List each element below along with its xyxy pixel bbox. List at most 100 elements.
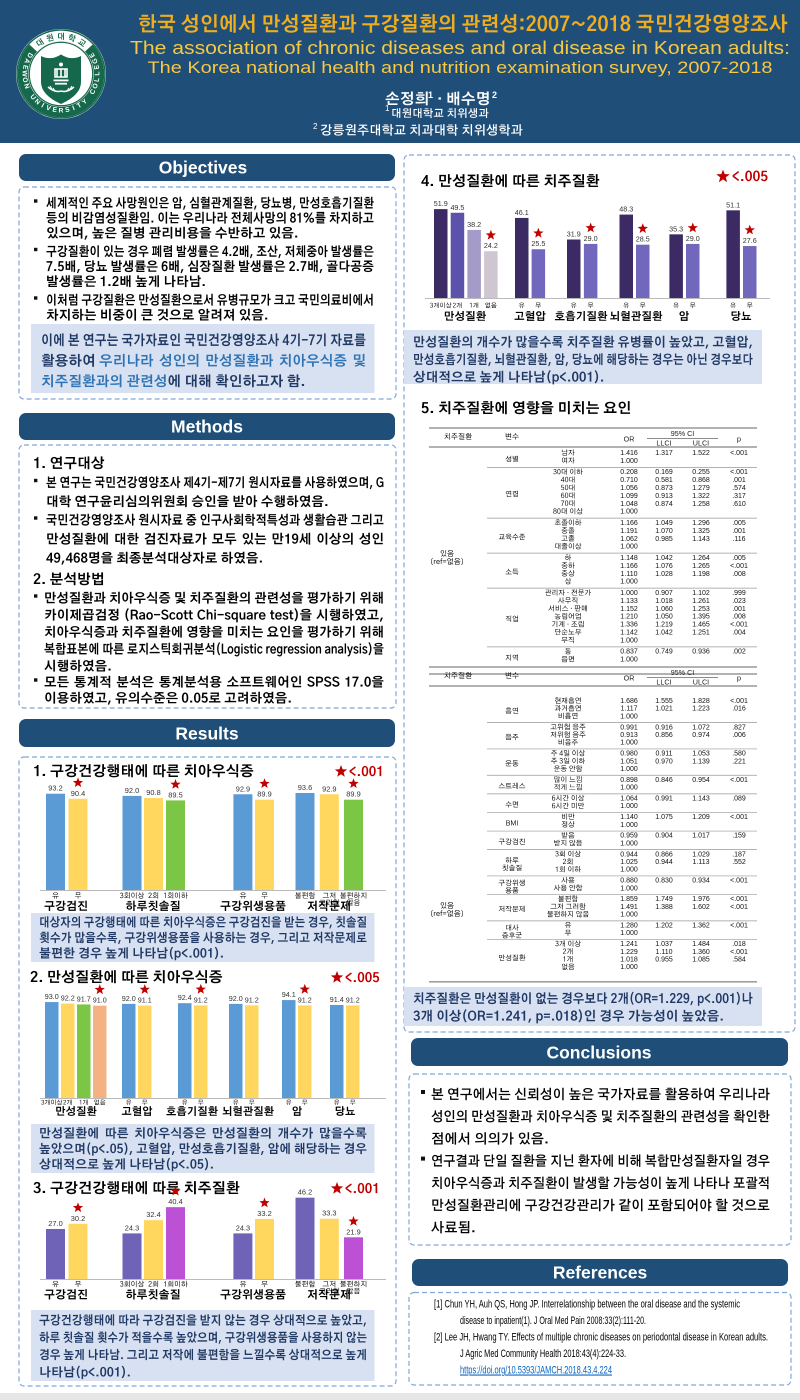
svg-text:93.6: 93.6 [298, 783, 312, 792]
svg-text:46.1: 46.1 [515, 208, 529, 217]
svg-text:91.2: 91.2 [245, 995, 259, 1004]
svg-text:1.102: 1.102 [692, 590, 710, 597]
svg-text:92.0: 92.0 [125, 786, 139, 795]
svg-text:I: I [40, 102, 45, 109]
svg-text:27.0: 27.0 [48, 1219, 62, 1228]
svg-text:1.062: 1.062 [620, 536, 638, 543]
svg-text:91.0: 91.0 [93, 996, 107, 1005]
svg-text:<.001: <.001 [730, 896, 748, 903]
svg-text:0.904: 0.904 [655, 833, 673, 840]
svg-text:1.258: 1.258 [692, 501, 710, 508]
svg-text:LLCI: LLCI [656, 678, 671, 687]
svg-text:29.0: 29.0 [584, 234, 598, 243]
svg-text:0.866: 0.866 [655, 851, 673, 858]
svg-text:1.325: 1.325 [692, 528, 710, 535]
svg-text:.089: .089 [732, 796, 746, 803]
svg-text:.610: .610 [732, 501, 746, 508]
svg-text:1.048: 1.048 [620, 501, 638, 508]
svg-text:1.000: 1.000 [620, 713, 638, 720]
svg-text:.827: .827 [732, 724, 746, 731]
svg-text:0.974: 0.974 [692, 732, 710, 739]
svg-text:1.000: 1.000 [620, 657, 638, 664]
svg-text:Results: Results [175, 724, 238, 744]
svg-text:0.970: 0.970 [655, 758, 673, 765]
svg-text:G: G [91, 57, 99, 64]
svg-text:1.395: 1.395 [692, 614, 710, 621]
svg-text:1.072: 1.072 [692, 724, 710, 731]
svg-text:1.025: 1.025 [620, 859, 638, 866]
svg-text:1.000: 1.000 [620, 822, 638, 829]
svg-text:28.5: 28.5 [636, 235, 650, 244]
svg-text:1.191: 1.191 [620, 528, 638, 535]
svg-text:1.000: 1.000 [620, 803, 638, 810]
svg-text:<.001: <.001 [730, 622, 748, 629]
svg-text:1.029: 1.029 [692, 851, 710, 858]
svg-text:1.050: 1.050 [655, 614, 673, 621]
svg-text:0.954: 0.954 [692, 777, 710, 784]
svg-text:1.000: 1.000 [620, 740, 638, 747]
svg-text:D: D [25, 51, 34, 59]
svg-text:1.279: 1.279 [692, 485, 710, 492]
svg-text:30.2: 30.2 [71, 1214, 85, 1223]
svg-text:24.3: 24.3 [125, 1223, 139, 1232]
svg-text:1.209: 1.209 [692, 814, 710, 821]
svg-text:1.139: 1.139 [692, 758, 710, 765]
svg-text:1.317: 1.317 [655, 450, 673, 457]
svg-text:1.000: 1.000 [620, 509, 638, 516]
svg-text:[1] Chun YH, Auh QS, Hong JP.: [1] Chun YH, Auh QS, Hong JP. Interrelat… [434, 1299, 740, 1311]
svg-text:1.976: 1.976 [692, 896, 710, 903]
svg-text:0.873: 0.873 [655, 485, 673, 492]
svg-text:92.9: 92.9 [236, 784, 250, 793]
svg-text:93.2: 93.2 [48, 784, 62, 793]
svg-text:The association of chronic dis: The association of chronic diseases and … [130, 38, 790, 58]
svg-text:0.936: 0.936 [692, 649, 710, 656]
svg-text:L: L [94, 71, 101, 75]
svg-text:ULCI: ULCI [693, 439, 709, 448]
svg-text:LLCI: LLCI [656, 439, 671, 448]
svg-text:0.874: 0.874 [655, 501, 673, 508]
svg-text:0.169: 0.169 [655, 469, 673, 476]
svg-text:p: p [737, 674, 741, 683]
svg-text:1.000: 1.000 [620, 785, 638, 792]
svg-text:1.198: 1.198 [692, 571, 710, 578]
svg-text:https://doi.org/10.5393/JAMCH.: https://doi.org/10.5393/JAMCH.2018.43.4.… [460, 1365, 612, 1377]
svg-text:1.110: 1.110 [621, 571, 638, 578]
svg-text:1.076: 1.076 [655, 563, 673, 570]
svg-text:0.749: 0.749 [655, 649, 673, 656]
svg-text:References: References [553, 1263, 648, 1283]
svg-text:1.049: 1.049 [655, 520, 673, 527]
svg-text:1.251: 1.251 [692, 630, 710, 637]
svg-text:1.362: 1.362 [692, 923, 710, 930]
svg-text:1.686: 1.686 [620, 698, 638, 705]
svg-text:1.000: 1.000 [620, 964, 638, 971]
svg-text:1.152: 1.152 [620, 606, 638, 613]
svg-text:T: T [76, 101, 84, 110]
svg-text:40.4: 40.4 [168, 1197, 182, 1206]
svg-text:<.001: <.001 [730, 878, 748, 885]
svg-text:49.5: 49.5 [450, 203, 464, 212]
svg-text:1.060: 1.060 [655, 606, 673, 613]
svg-text:1.110: 1.110 [656, 949, 673, 956]
svg-text:p: p [737, 435, 741, 444]
svg-text:OR: OR [624, 435, 635, 444]
svg-text:0.856: 0.856 [655, 732, 673, 739]
svg-text:1: 1 [428, 90, 433, 100]
svg-text:0.934: 0.934 [692, 878, 710, 885]
svg-text:0.907: 0.907 [655, 590, 673, 597]
svg-text:1: 1 [385, 104, 390, 113]
svg-text:.018: .018 [732, 941, 746, 948]
svg-text:1.416: 1.416 [620, 450, 638, 457]
svg-text:0.913: 0.913 [655, 493, 673, 500]
svg-text:1.148: 1.148 [620, 555, 638, 562]
svg-text:1.042: 1.042 [655, 555, 673, 562]
svg-text:.005: .005 [732, 555, 746, 562]
svg-text:38.2: 38.2 [467, 220, 481, 229]
svg-text:2: 2 [492, 90, 497, 100]
svg-text:24.2: 24.2 [484, 241, 498, 250]
svg-text:51.9: 51.9 [434, 199, 448, 208]
svg-text:1.000: 1.000 [620, 912, 638, 919]
svg-text:0.830: 0.830 [655, 878, 673, 885]
svg-text:.008: .008 [732, 571, 746, 578]
svg-text:1.117: 1.117 [621, 706, 638, 713]
svg-text:1.223: 1.223 [692, 706, 710, 713]
